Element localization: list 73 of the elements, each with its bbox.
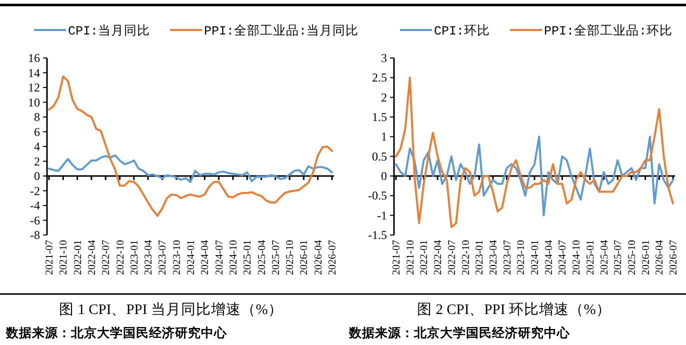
x-tick-label: 2023-07 [158,240,169,275]
x-tick-label: 2022-07 [446,240,458,275]
x-tick-label: 2023-01 [129,240,140,275]
y-tick-label: 2.5 [372,70,387,85]
source-note: 数据来源：北京大学国民经济研究中心 [5,325,228,340]
x-tick-label: 2025-01 [242,240,254,275]
x-tick-label: 2022-10 [115,240,126,275]
y-tick-label: 0 [381,169,387,183]
x-tick-label: 2023-04 [144,239,155,275]
x-tick-label: 2022-04 [433,239,444,275]
x-tick-label: 2024-10 [228,240,240,275]
x-tick-label: 2024-04 [200,239,212,275]
x-tick-label: 2023-04 [488,239,500,275]
y-tick-label: 1.5 [372,110,387,124]
x-tick-label: 2026-04 [313,239,324,275]
x-tick-label: 2023-10 [172,240,183,275]
y-tick-label: 10 [28,95,40,110]
x-tick-label: 2024-07 [214,240,226,275]
x-tick-label: 2024-07 [558,240,569,275]
x-tick-label: 2025-04 [256,239,268,275]
y-tick-label: -6 [30,213,40,228]
x-tick-label: 2025-04 [599,239,610,275]
legend-label: CPI:环比 [434,24,490,38]
x-tick-label: 2026-04 [654,239,666,275]
x-tick-label: 2023-10 [516,240,528,275]
y-tick-label: 12 [28,80,40,94]
y-tick-label: 0 [34,169,40,183]
y-tick-label: 2 [34,154,40,168]
legend-label: PPI:全部工业品:当月同比 [204,24,359,38]
x-tick-label: 2025-10 [285,240,296,275]
y-tick-label: 14 [28,66,40,80]
legend-label: PPI:全部工业品:环比 [544,24,673,38]
text: 图 2 CPI、PPI 环比增速（%） [417,301,611,318]
x-tick-label: 2025-10 [626,240,638,275]
x-tick-label: 2024-10 [572,240,583,275]
y-tick-label: 2 [381,90,387,104]
x-tick-label: 2024-04 [544,239,555,275]
x-tick-label: 2021-10 [405,240,416,275]
x-tick-label: 2026-07 [328,240,338,275]
x-tick-label: 2023-07 [502,240,514,275]
x-tick-label: 2021-07 [392,240,402,275]
y-tick-label: 1 [381,130,387,144]
y-tick-label: -0.5 [368,188,387,203]
x-tick-label: 2024-01 [530,240,541,275]
y-tick-label: 8 [34,110,40,124]
x-tick-label: 2025-07 [270,240,282,275]
x-tick-label: 2022-07 [101,240,112,275]
y-tick-label: -8 [30,228,40,242]
x-tick-label: 2025-01 [585,240,596,275]
x-tick-label: 2021-07 [44,240,56,275]
y-tick-label: 16 [28,51,40,65]
y-tick-label: 6 [34,124,40,139]
y-tick-label: -2 [30,184,40,198]
x-tick-label: 2024-01 [186,240,197,275]
x-tick-label: 2022-01 [72,240,84,275]
x-tick-label: 2026-07 [668,240,680,275]
y-tick-label: -4 [30,198,40,212]
y-tick-label: 3 [381,51,387,65]
y-tick-label: 4 [34,140,40,154]
x-tick-label: 2026-01 [299,240,310,275]
x-tick-label: 2026-01 [640,240,652,275]
x-tick-label: 2022-01 [419,240,430,275]
x-tick-label: 2022-04 [86,239,98,275]
y-tick-label: -1.5 [368,228,387,242]
x-tick-label: 2023-01 [474,240,486,275]
source-note: 数据来源：北京大学国民经济研究中心 [348,325,571,340]
y-tick-label: -1 [377,208,387,222]
x-tick-label: 2021-10 [58,240,70,275]
legend-label: CPI:当月同比 [68,24,150,38]
x-tick-label: 2025-07 [613,240,624,275]
y-tick-label: 0.5 [372,149,387,164]
x-tick-label: 2022-10 [460,240,472,275]
text: 图 1 CPI、PPI 当月同比增速（%） [59,301,283,318]
